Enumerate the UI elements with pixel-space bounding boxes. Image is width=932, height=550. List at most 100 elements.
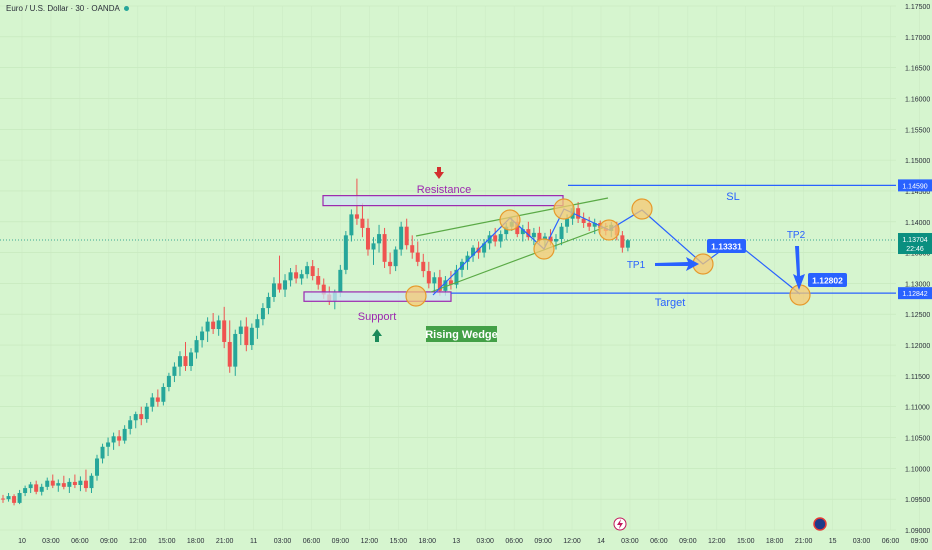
candle-body xyxy=(531,232,536,238)
candle-body xyxy=(78,480,83,485)
x-tick-label: 15:00 xyxy=(158,538,176,545)
candle-body xyxy=(620,235,625,248)
candle-body xyxy=(487,235,492,244)
tp2-label: TP2 xyxy=(787,230,806,241)
candle-body xyxy=(537,232,542,241)
resistance-label: Resistance xyxy=(417,184,471,196)
tp1-price-label: 1.13331 xyxy=(711,242,742,252)
x-tick-label: 06:00 xyxy=(303,538,321,545)
candle-body xyxy=(23,488,28,494)
lightning-icon xyxy=(617,519,623,529)
candle-body xyxy=(72,481,77,485)
candle-body xyxy=(504,226,509,235)
candle-body xyxy=(415,252,420,262)
candle-body xyxy=(249,327,254,346)
x-tick-label: 11 xyxy=(250,538,257,545)
candle-body xyxy=(117,436,122,441)
candle-body xyxy=(393,249,398,267)
x-tick-label: 09:00 xyxy=(332,538,350,545)
candle-body xyxy=(404,226,409,246)
candle-body xyxy=(100,446,105,459)
y-tick-label: 1.13500 xyxy=(905,251,930,258)
sl-price-text: 1.14590 xyxy=(902,183,927,190)
candle-body xyxy=(515,221,520,235)
candle-body xyxy=(360,218,365,228)
x-tick-label: 15 xyxy=(829,538,837,545)
candle-body xyxy=(216,320,221,330)
candle-body xyxy=(222,320,227,342)
candle-body xyxy=(189,352,194,367)
pivot-circle xyxy=(553,198,575,220)
current-price-badge xyxy=(898,233,932,255)
candle-body xyxy=(260,308,265,320)
up-arrow-icon xyxy=(372,329,382,342)
candle-body xyxy=(576,208,581,219)
tp1-price-box xyxy=(707,239,746,253)
sl-price-badge xyxy=(898,179,932,192)
x-tick-label: 03:00 xyxy=(476,538,494,545)
candle-body xyxy=(316,276,321,285)
candle-body xyxy=(299,274,304,279)
y-tick-label: 1.11000 xyxy=(905,405,930,412)
y-tick-label: 1.16500 xyxy=(905,66,930,73)
wedge-lower-line xyxy=(430,225,609,293)
candle-body xyxy=(128,420,133,429)
candle-body xyxy=(437,277,442,291)
candle-body xyxy=(266,296,271,309)
target-label: Target xyxy=(655,297,686,309)
candle-body xyxy=(277,283,282,290)
y-tick-label: 1.10500 xyxy=(905,436,930,443)
x-tick-label: 18:00 xyxy=(419,538,437,545)
rising-wedge-label: Rising Wedge xyxy=(425,329,498,341)
candle-body xyxy=(321,284,326,295)
resistance-zone xyxy=(322,195,564,207)
tp1-label: TP1 xyxy=(627,260,646,271)
candle-body xyxy=(177,356,182,367)
rising-wedge-badge xyxy=(426,326,497,342)
candle-body xyxy=(421,261,426,272)
y-tick-label: 1.14000 xyxy=(905,220,930,227)
grid-lines xyxy=(0,5,920,531)
x-tick-label: 09:00 xyxy=(911,538,929,545)
x-tick-label: 12:00 xyxy=(563,538,581,545)
candlestick-series xyxy=(1,178,630,506)
candle-body xyxy=(448,280,453,285)
candle-body xyxy=(17,493,22,503)
candle-body xyxy=(498,234,503,242)
symbol-title[interactable]: Euro / U.S. Dollar · 30 · OANDA xyxy=(6,4,129,13)
candle-body xyxy=(200,331,205,341)
tp1-arrow-icon xyxy=(655,257,699,271)
x-tick-label: 03:00 xyxy=(274,538,292,545)
y-tick-label: 1.17000 xyxy=(905,35,930,42)
y-tick-label: 1.15000 xyxy=(905,158,930,165)
candle-body xyxy=(255,319,260,328)
candle-body xyxy=(482,243,487,253)
x-tick-label: 14 xyxy=(597,538,605,545)
candle-body xyxy=(426,271,431,284)
candle-body xyxy=(95,458,100,476)
candle-body xyxy=(45,480,50,487)
candle-body xyxy=(144,406,149,420)
x-tick-label: 06:00 xyxy=(505,538,523,545)
symbol-title-text: Euro / U.S. Dollar · 30 · OANDA xyxy=(6,4,120,13)
candle-body xyxy=(382,234,387,262)
candle-body xyxy=(12,496,17,503)
candle-body xyxy=(432,277,437,284)
x-tick-label: 09:00 xyxy=(100,538,118,545)
y-tick-label: 1.16000 xyxy=(905,96,930,103)
x-tick-label: 03:00 xyxy=(621,538,639,545)
x-tick-label: 18:00 xyxy=(187,538,205,545)
x-tick-label: 10 xyxy=(18,538,26,545)
candle-body xyxy=(625,240,630,248)
y-tick-label: 1.09000 xyxy=(905,528,930,535)
tp2-price-label: 1.12802 xyxy=(812,276,843,286)
candle-body xyxy=(28,484,33,489)
candle-body xyxy=(194,340,199,353)
candle-body xyxy=(227,341,232,367)
tp2-price-box xyxy=(808,273,847,287)
pivot-circle xyxy=(598,219,620,241)
drawings-layer: Resistance Support SL Target Rising Wedge TP1… xyxy=(303,167,896,342)
down-arrow-icon xyxy=(434,167,444,179)
